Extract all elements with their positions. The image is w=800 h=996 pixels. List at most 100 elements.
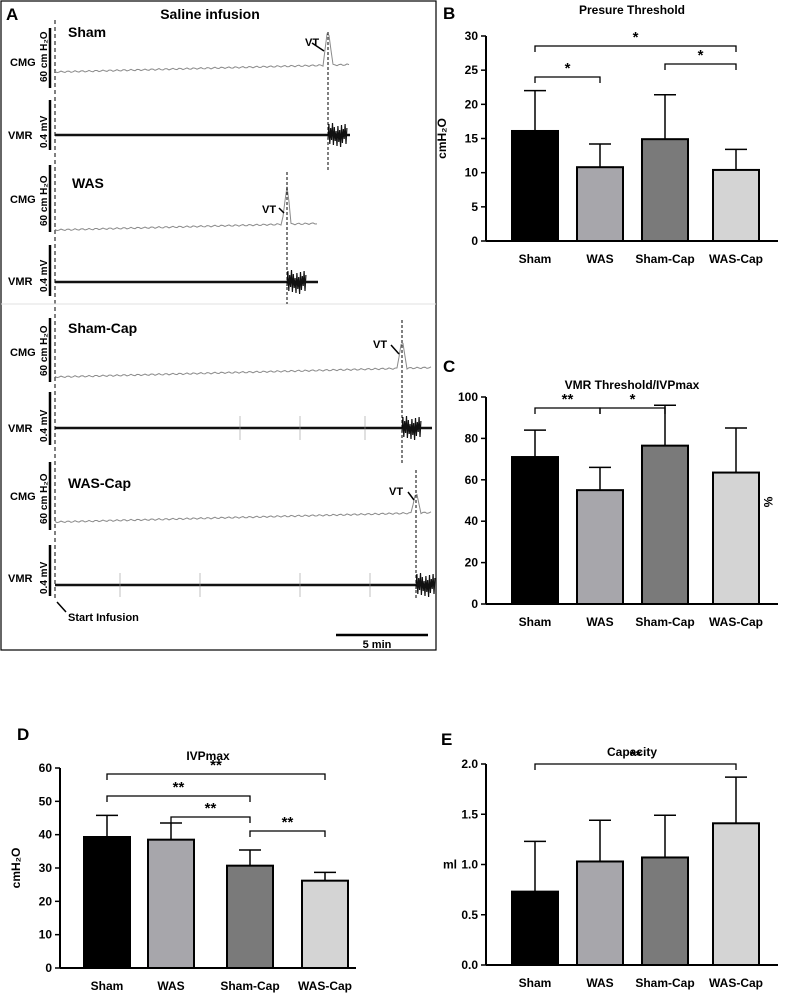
category-label-e-0: Sham (519, 976, 552, 990)
bar-b-3 (712, 168, 760, 242)
cmg-label-4: CMG (10, 491, 36, 503)
category-label-d-1: WAS (157, 979, 184, 993)
significance-label-d: ** (210, 757, 222, 774)
y-label-c: % (761, 497, 775, 508)
y-tick-label-b: 0 (471, 234, 478, 248)
significance-label-c: * (630, 391, 636, 408)
y-tick-label-d: 20 (39, 894, 53, 908)
group-label-was-cap: WAS-Cap (68, 475, 131, 491)
y-tick-label-d: 50 (39, 794, 53, 808)
y-tick-label-e: 2.0 (461, 757, 478, 771)
significance-bracket-d (170, 816, 251, 823)
time-scale-label: 5 min (363, 639, 392, 651)
cmg-trace (54, 33, 350, 74)
y-tick-label-d: 40 (39, 828, 53, 842)
chart-title-c: VMR Threshold/IVPmax (565, 378, 700, 392)
category-label-d-0: Sham (91, 979, 124, 993)
vmr-burst (286, 269, 307, 295)
significance-bracket-b (534, 76, 601, 83)
bar-d-2 (226, 864, 274, 970)
vt-label-was-cap: VT (389, 486, 403, 498)
significance-bracket-b (534, 45, 737, 52)
y-label-e: ml (443, 858, 457, 872)
vt-markers: VT VT VT VT (262, 32, 417, 600)
category-label-b-0: Sham (519, 252, 552, 266)
significance-bracket-c (534, 407, 601, 414)
significance-label-c: ** (562, 391, 574, 408)
chart-e: Capacity 0.0 0.5 1.0 1.5 2.0 ml Sham WAS Sham-Cap… (443, 745, 778, 990)
category-label-b-3: WAS-Cap (709, 252, 763, 266)
y-tick-label-c: 0 (471, 597, 478, 611)
bar-d-0 (83, 836, 131, 969)
bar-e-1 (576, 860, 624, 966)
bar-d-3 (301, 879, 349, 970)
panel-a: A Saline infusion Sham WAS Sham-Cap WAS-… (0, 0, 437, 651)
category-label-b-1: WAS (586, 252, 613, 266)
significance-label-b: * (633, 29, 639, 46)
bar-c-0 (511, 456, 559, 605)
y-label-d: cmH₂O (9, 848, 23, 889)
significance-label-e: ** (630, 747, 642, 764)
chart-title-e: Capacity (607, 745, 657, 759)
significance-bracket-e (534, 763, 737, 770)
vmr-label-3: VMR (8, 423, 33, 435)
bar-d-1 (147, 838, 195, 970)
significance-bracket-c (599, 407, 666, 414)
significance-bracket-d (106, 773, 326, 780)
y-tick-label-c: 60 (465, 473, 479, 487)
start-infusion-arrow (56, 601, 67, 613)
vt-arrow-was-cap (407, 491, 415, 501)
cmg-scale-3: 60 cm H₂O (39, 325, 50, 376)
cmg-trace (54, 186, 318, 232)
y-tick-label-d: 10 (39, 928, 53, 942)
y-tick-label-c: 100 (458, 390, 478, 404)
vmr-burst (327, 122, 348, 148)
chart-title-d: IVPmax (186, 749, 230, 763)
panel-a-frame (0, 0, 437, 651)
vmr-scale-4: 0.4 mV (39, 561, 50, 594)
cmg-label-2: CMG (10, 194, 36, 206)
significance-bracket-d (249, 830, 326, 837)
category-label-d-3: WAS-Cap (298, 979, 352, 993)
significance-label-b: * (698, 47, 704, 64)
panel-e-letter: E (441, 730, 452, 749)
start-infusion-label: Start Infusion (68, 612, 139, 624)
cmg-trace (54, 342, 432, 379)
y-tick-label-c: 40 (465, 514, 479, 528)
group-label-sham-cap: Sham-Cap (68, 320, 137, 336)
significance-label-d: ** (205, 800, 217, 817)
vmr-scale-1: 0.4 mV (39, 115, 50, 148)
y-tick-label-c: 80 (465, 431, 479, 445)
group-label-was: WAS (72, 175, 104, 191)
bar-c-1 (576, 489, 624, 605)
category-label-e-2: Sham-Cap (635, 976, 694, 990)
significance-bracket-d (106, 795, 251, 802)
vt-arrow-sham (311, 42, 325, 52)
significance-bracket-b (664, 63, 737, 70)
group-label-sham: Sham (68, 24, 106, 40)
panel-c-letter: C (443, 357, 455, 376)
vmr-burst (415, 572, 436, 598)
vmr-scale-3: 0.4 mV (39, 409, 50, 442)
cmg-label-1: CMG (10, 57, 36, 69)
panel-a-letter: A (6, 5, 18, 24)
vmr-label-2: VMR (8, 276, 33, 288)
bar-c-2 (641, 444, 689, 605)
vmr-label-1: VMR (8, 130, 33, 142)
category-label-c-2: Sham-Cap (635, 615, 694, 629)
category-label-d-2: Sham-Cap (220, 979, 279, 993)
y-tick-label-e: 1.0 (461, 858, 478, 872)
category-label-e-1: WAS (586, 976, 613, 990)
y-tick-label-b: 20 (465, 97, 479, 111)
traces (54, 33, 436, 598)
category-label-c-1: WAS (586, 615, 613, 629)
vt-arrow-was (278, 207, 285, 214)
y-tick-label-e: 1.5 (461, 807, 478, 821)
significance-label-d: ** (282, 814, 294, 831)
category-label-e-3: WAS-Cap (709, 976, 763, 990)
vt-arrow-sham-cap (390, 344, 400, 355)
y-tick-label-c: 20 (465, 556, 479, 570)
vmr-scale-2: 0.4 mV (39, 259, 50, 292)
y-tick-label-b: 10 (465, 166, 479, 180)
category-label-c-0: Sham (519, 615, 552, 629)
